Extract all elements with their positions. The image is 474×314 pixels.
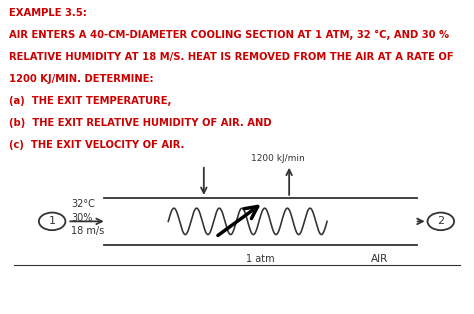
Text: 2: 2 bbox=[437, 216, 445, 226]
Text: AIR ENTERS A 40-CM-DIAMETER COOLING SECTION AT 1 ATM, 32 °C, AND 30 %: AIR ENTERS A 40-CM-DIAMETER COOLING SECT… bbox=[9, 30, 450, 40]
Text: 32°C
30%
18 m/s: 32°C 30% 18 m/s bbox=[71, 199, 104, 236]
Text: EXAMPLE 3.5:: EXAMPLE 3.5: bbox=[9, 8, 87, 18]
Text: 1 atm: 1 atm bbox=[246, 254, 275, 264]
Text: (c)  THE EXIT VELOCITY OF AIR.: (c) THE EXIT VELOCITY OF AIR. bbox=[9, 140, 185, 150]
Text: 1200 KJ/MIN. DETERMINE:: 1200 KJ/MIN. DETERMINE: bbox=[9, 74, 154, 84]
Text: AIR: AIR bbox=[371, 254, 388, 264]
Text: (b)  THE EXIT RELATIVE HUMIDITY OF AIR. AND: (b) THE EXIT RELATIVE HUMIDITY OF AIR. A… bbox=[9, 118, 272, 128]
Text: 1: 1 bbox=[49, 216, 55, 226]
Text: (a)  THE EXIT TEMPERATURE,: (a) THE EXIT TEMPERATURE, bbox=[9, 96, 172, 106]
Text: RELATIVE HUMIDITY AT 18 M/S. HEAT IS REMOVED FROM THE AIR AT A RATE OF: RELATIVE HUMIDITY AT 18 M/S. HEAT IS REM… bbox=[9, 52, 454, 62]
Text: 1200 kJ/min: 1200 kJ/min bbox=[251, 154, 305, 163]
